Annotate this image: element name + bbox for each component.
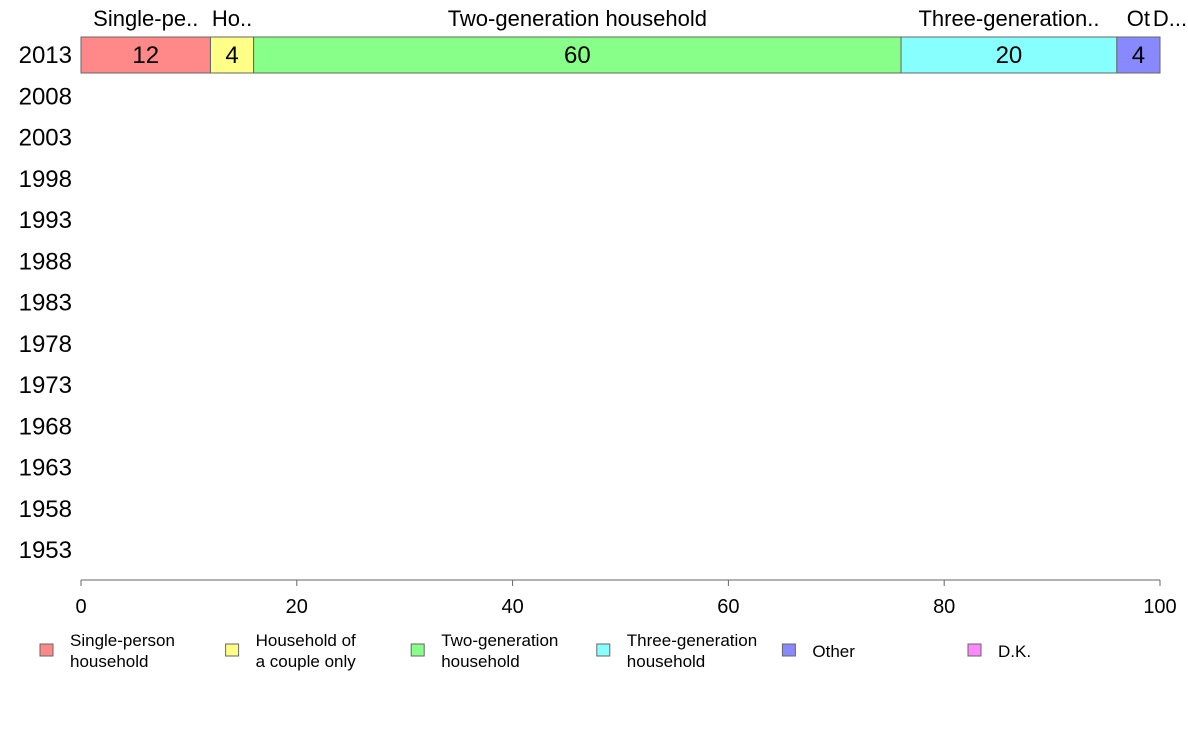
year-label: 1993 xyxy=(19,207,72,234)
legend-label: D.K. xyxy=(998,642,1031,661)
year-label: 1968 xyxy=(19,413,72,440)
legend-item: Household of a couple only xyxy=(225,631,357,671)
data-label: 4 xyxy=(1132,42,1145,69)
legend-label: a couple only xyxy=(256,652,357,671)
year-label: 1958 xyxy=(19,496,72,523)
year-labels: 2013 2008 2003 1998 1993 1988 1983 1978 1973 1968… xyxy=(19,42,72,564)
segment-top-label: Ho.. xyxy=(212,6,252,31)
legend-label: Two-generation xyxy=(441,631,558,650)
legend-label: household xyxy=(441,652,519,671)
legend-swatch xyxy=(967,643,982,657)
bars: 12 4 60 20 4 xyxy=(80,36,1161,74)
data-label: 20 xyxy=(996,42,1023,69)
legend-label: Other xyxy=(812,642,855,661)
legend: Single-person household Household of a coup… xyxy=(39,631,1031,671)
x-tick-label: 100 xyxy=(1143,596,1176,618)
year-label: 1953 xyxy=(19,537,72,564)
segment-top-labels: Single-pe.. Ho.. Two-generation household T… xyxy=(93,6,1187,31)
year-label: 1998 xyxy=(19,166,72,193)
legend-label: household xyxy=(70,652,148,671)
x-tick-label: 0 xyxy=(75,596,86,618)
legend-swatch xyxy=(781,643,796,657)
data-label: 4 xyxy=(225,42,238,69)
legend-label: Single-person xyxy=(70,631,175,650)
legend-item: Single-person household xyxy=(39,631,175,671)
legend-swatch xyxy=(596,643,611,657)
bar-segment xyxy=(253,36,902,74)
x-axis: 0 20 40 60 80 100 xyxy=(75,579,1177,618)
segment-top-label: D... xyxy=(1153,6,1187,31)
data-label: 12 xyxy=(132,42,159,69)
x-tick-label: 40 xyxy=(501,596,523,618)
legend-item: Two-generation household xyxy=(410,631,558,671)
year-label: 2008 xyxy=(19,83,72,110)
year-label: 1988 xyxy=(19,248,72,275)
legend-label: household xyxy=(627,652,705,671)
year-label: 1973 xyxy=(19,372,72,399)
legend-item: D.K. xyxy=(967,642,1031,661)
x-tick-label: 20 xyxy=(286,596,308,618)
year-label: 2003 xyxy=(19,125,72,152)
legend-swatch xyxy=(39,643,54,657)
segment-top-label: Single-pe.. xyxy=(93,6,198,31)
bar-segment xyxy=(209,36,255,74)
year-label: 1978 xyxy=(19,331,72,358)
bar-segment xyxy=(80,36,211,74)
legend-swatch xyxy=(410,643,425,657)
legend-item: Other xyxy=(781,642,855,661)
year-label: 1963 xyxy=(19,455,72,482)
legend-swatch xyxy=(225,643,240,657)
x-tick-label: 80 xyxy=(933,596,955,618)
year-label: 2013 xyxy=(19,42,72,69)
x-tick-label: 60 xyxy=(717,596,739,618)
legend-item: Three-generation household xyxy=(596,631,757,671)
segment-top-label: Two-generation household xyxy=(448,6,707,31)
bar-segment xyxy=(900,36,1118,74)
data-label: 60 xyxy=(564,42,591,69)
year-label: 1983 xyxy=(19,290,72,317)
segment-top-label: Ot xyxy=(1127,6,1150,31)
legend-label: Household of xyxy=(256,631,356,650)
segment-top-label: Three-generation.. xyxy=(918,6,1099,31)
legend-label: Three-generation xyxy=(627,631,757,650)
bar-segment xyxy=(1116,36,1161,74)
